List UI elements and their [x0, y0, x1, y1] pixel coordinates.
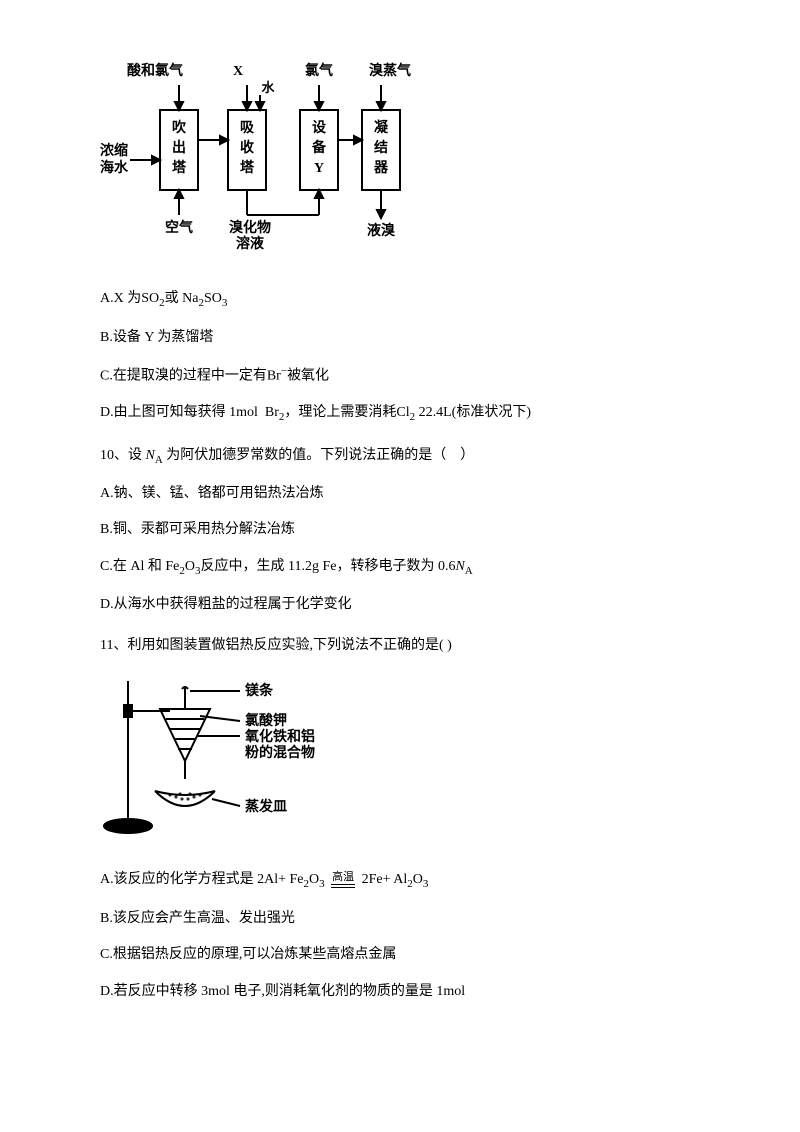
- q9-option-c: C.在提取溴的过程中一定有Br−被氧化: [100, 363, 720, 388]
- q10-stem: 10、设 NA 为阿伏加德罗常数的值。下列说法正确的是（ ）: [100, 445, 720, 469]
- d1-bottom1: 空气: [165, 219, 193, 236]
- d1-box4-l2: 结: [374, 139, 388, 156]
- q10-option-b: B.铜、汞都可采用热分解法冶炼: [100, 519, 720, 541]
- d1-top1: 酸和氯气: [127, 62, 183, 79]
- d1-box4-l3: 器: [373, 160, 389, 176]
- q11-option-d: D.若反应中转移 3mol 电子,则消耗氧化剂的物质的量是 1mol: [100, 981, 720, 1003]
- d1-box3-l1: 设: [312, 120, 327, 136]
- d1-bottom2-l1: 溴化物: [229, 219, 271, 236]
- q11-a-post: 2Fe+ Al2O3: [362, 872, 429, 887]
- q10-option-d: D.从海水中获得粗盐的过程属于化学变化: [100, 594, 720, 616]
- d1-box1-l1: 吹: [172, 119, 187, 136]
- d1-top2: X: [233, 64, 243, 79]
- cond-text: 高温: [331, 872, 355, 884]
- d1-bottom2-l2: 溶液: [236, 235, 265, 252]
- q11-option-a: A.该反应的化学方程式是 2Al+ Fe2O3 高温 2Fe+ Al2O3: [100, 869, 720, 893]
- d2-label-kclo3: 氯酸钾: [245, 712, 287, 729]
- q9-option-b: B.设备 Y 为蒸馏塔: [100, 327, 720, 349]
- d1-box3-l2: 备: [311, 139, 327, 156]
- thermite-apparatus-diagram: 镁条 氯酸钾 氧化铁和铝 粉的混合物 蒸发皿: [100, 671, 720, 849]
- q9-option-a: A.X 为SO2或 Na2SO3: [100, 288, 720, 312]
- d1-left-l2: 海水: [100, 159, 129, 176]
- d1-bottom3: 液溴: [367, 222, 396, 239]
- q11-a-pre: A.该反应的化学方程式是 2Al+ Fe2O3: [100, 872, 325, 887]
- bromine-extraction-flowchart: 酸和氯气 X 水 氯气 溴蒸气 吹 出 塔 吸 收 塔 设 备 Y 凝 结 器: [100, 50, 720, 268]
- q11-option-b: B.该反应会产生高温、发出强光: [100, 908, 720, 930]
- d1-box3-l3: Y: [314, 161, 324, 176]
- q10-option-c: C.在 Al 和 Fe2O3反应中，生成 11.2g Fe，转移电子数为 0.6…: [100, 556, 720, 580]
- d1-top3: 氯气: [305, 62, 333, 79]
- d2-label-mix-a: 氧化铁和铝: [244, 728, 315, 745]
- d1-top4: 溴蒸气: [369, 62, 411, 79]
- d2-label-mg: 镁条: [245, 682, 274, 699]
- d1-box4-l1: 凝: [374, 120, 389, 136]
- q10-option-a: A.钠、镁、锰、铬都可用铝热法冶炼: [100, 483, 720, 505]
- q9-option-d: D.由上图可知每获得 1mol Br2，理论上需要消耗Cl2 22.4L(标准状…: [100, 402, 720, 426]
- d1-box2-l1: 吸: [240, 120, 255, 136]
- reaction-condition: 高温: [331, 872, 355, 888]
- d2-label-dish: 蒸发皿: [245, 798, 287, 815]
- d1-box2-l3: 塔: [240, 159, 255, 176]
- d2-label-mix-b: 粉的混合物: [245, 744, 315, 761]
- d1-water: 水: [261, 80, 275, 95]
- d1-box1-l2: 出: [172, 139, 186, 156]
- d1-box2-l2: 收: [240, 139, 255, 156]
- d1-left-l1: 浓缩: [100, 142, 128, 159]
- q11-stem: 11、利用如图装置做铝热反应实验,下列说法不正确的是( ): [100, 635, 720, 657]
- d1-box1-l3: 塔: [172, 159, 187, 176]
- q11-option-c: C.根据铝热反应的原理,可以冶炼某些高熔点金属: [100, 944, 720, 966]
